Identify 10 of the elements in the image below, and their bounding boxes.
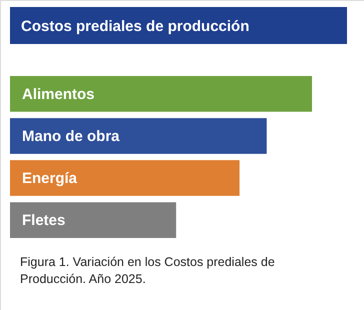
y-tick-label: Fletes — [22, 212, 66, 230]
y-tick-label: Alimentos — [22, 86, 95, 103]
bar — [10, 160, 240, 196]
y-tick-label: Mano de obra — [22, 128, 120, 145]
chart-title: Costos prediales de producción — [21, 18, 250, 35]
bar — [10, 202, 176, 238]
bar — [10, 118, 267, 154]
text: Figura 1. Variación en los Costos prediales de Producción. Año 2025. — [20, 255, 275, 286]
bar — [10, 76, 312, 112]
y-tick-label: Energía — [22, 170, 78, 188]
